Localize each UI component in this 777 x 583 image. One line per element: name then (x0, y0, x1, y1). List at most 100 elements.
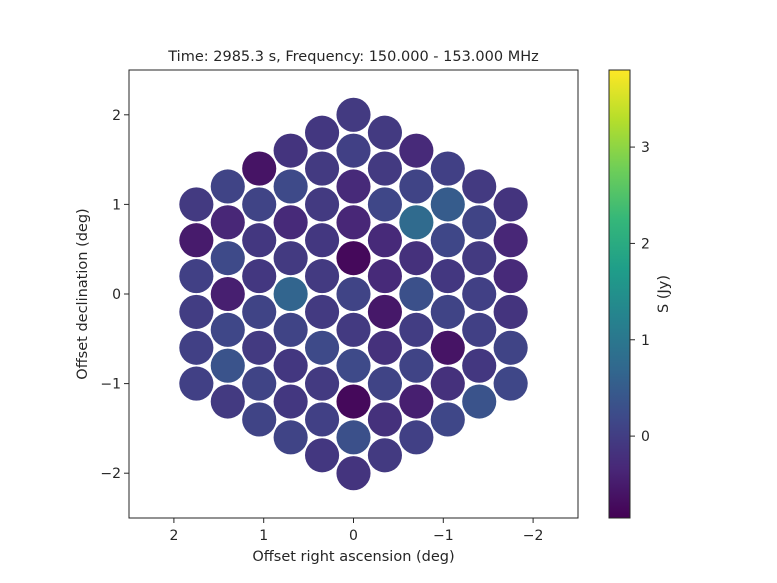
beam-marker (336, 312, 371, 347)
colorbar-tick-label: 2 (641, 236, 650, 252)
beam-marker (273, 348, 308, 383)
beam-marker (367, 330, 402, 365)
beam-marker (305, 115, 340, 150)
beam-marker (336, 169, 371, 204)
beam-marker (273, 241, 308, 276)
beam-marker (273, 420, 308, 455)
beam-marker (399, 420, 434, 455)
y-axis: 2 1 0 −1 −2 (100, 108, 129, 482)
beam-marker (430, 259, 465, 294)
beam-marker (273, 169, 308, 204)
y-tick-label: 1 (112, 197, 121, 213)
beam-marker (493, 187, 528, 222)
colorbar-tick-label: 0 (641, 429, 650, 445)
beam-marker (336, 241, 371, 276)
x-tick-label: 1 (259, 528, 268, 544)
beam-marker (462, 312, 497, 347)
colorbar-tick-label: 1 (641, 333, 650, 349)
beam-marker (305, 294, 340, 329)
beam-marker (399, 348, 434, 383)
beam-marker (242, 330, 277, 365)
beam-marker (210, 348, 245, 383)
beam-marker (336, 133, 371, 168)
beam-marker (493, 366, 528, 401)
beam-marker (179, 330, 214, 365)
beam-marker (305, 151, 340, 186)
beam-marker (430, 330, 465, 365)
beam-marker (462, 384, 497, 419)
beam-marker (367, 223, 402, 258)
colorbar (608, 69, 631, 519)
x-tick-label: 0 (349, 528, 358, 544)
beam-marker (493, 259, 528, 294)
beam-marker (179, 294, 214, 329)
beam-marker (367, 151, 402, 186)
y-tick-label: −1 (100, 377, 121, 393)
y-axis-label: Offset declination (deg) (75, 208, 91, 379)
beam-marker (493, 330, 528, 365)
y-tick-label: 2 (112, 108, 121, 124)
beam-marker (367, 402, 402, 437)
beam-marker (399, 312, 434, 347)
beam-marker (305, 259, 340, 294)
beam-marker (367, 438, 402, 473)
beam-marker (399, 205, 434, 240)
beam-marker (399, 241, 434, 276)
beam-marker (367, 366, 402, 401)
x-axis-label: Offset right ascension (deg) (252, 549, 454, 565)
beam-marker (242, 366, 277, 401)
beam-marker (210, 205, 245, 240)
colorbar-tick-label: 3 (641, 140, 650, 156)
beam-marker (273, 276, 308, 312)
beam-marker (336, 420, 371, 455)
beam-marker (242, 259, 277, 294)
beam-marker (399, 384, 434, 419)
x-axis: 2 1 0 −1 −2 (169, 518, 543, 544)
beam-marker (242, 187, 277, 222)
beam-marker (367, 115, 402, 150)
beam-marker (399, 276, 434, 312)
beam-marker (273, 384, 308, 419)
x-tick-label: −1 (433, 528, 454, 544)
beam-marker (210, 384, 245, 419)
beam-marker (210, 169, 245, 204)
beam-marker (242, 402, 277, 437)
beam-marker (430, 223, 465, 258)
beam-marker (305, 330, 340, 365)
beam-marker (336, 276, 371, 312)
beam-marker (336, 348, 371, 383)
beam-marker (305, 223, 340, 258)
beam-marker (210, 312, 245, 347)
beam-marker (462, 169, 497, 204)
beam-marker (336, 456, 371, 491)
beam-marker (399, 169, 434, 204)
beam-marker (367, 187, 402, 222)
y-tick-label: 0 (112, 287, 121, 303)
beam-marker (462, 348, 497, 383)
beam-marker (462, 276, 497, 312)
beam-marker (242, 294, 277, 329)
beam-marker (305, 438, 340, 473)
beam-marker (430, 151, 465, 186)
beam-marker (493, 223, 528, 258)
beam-marker (399, 133, 434, 168)
chart-title: Time: 2985.3 s, Frequency: 150.000 - 153… (167, 49, 538, 65)
beam-marker (305, 402, 340, 437)
beam-marker (430, 366, 465, 401)
x-tick-label: −2 (523, 528, 544, 544)
beam-marker (179, 187, 214, 222)
beam-marker (273, 205, 308, 240)
beam-marker (493, 294, 528, 329)
beam-marker (179, 223, 214, 258)
beam-marker (273, 133, 308, 168)
beam-marker (462, 241, 497, 276)
beam-marker (430, 187, 465, 222)
beam-marker (179, 366, 214, 401)
beam-marker (242, 223, 277, 258)
beam-marker (305, 366, 340, 401)
beam-marker (336, 97, 371, 132)
colorbar-label: S (Jy) (656, 275, 672, 313)
beam-marker (210, 276, 245, 312)
y-tick-label: −2 (100, 466, 121, 482)
